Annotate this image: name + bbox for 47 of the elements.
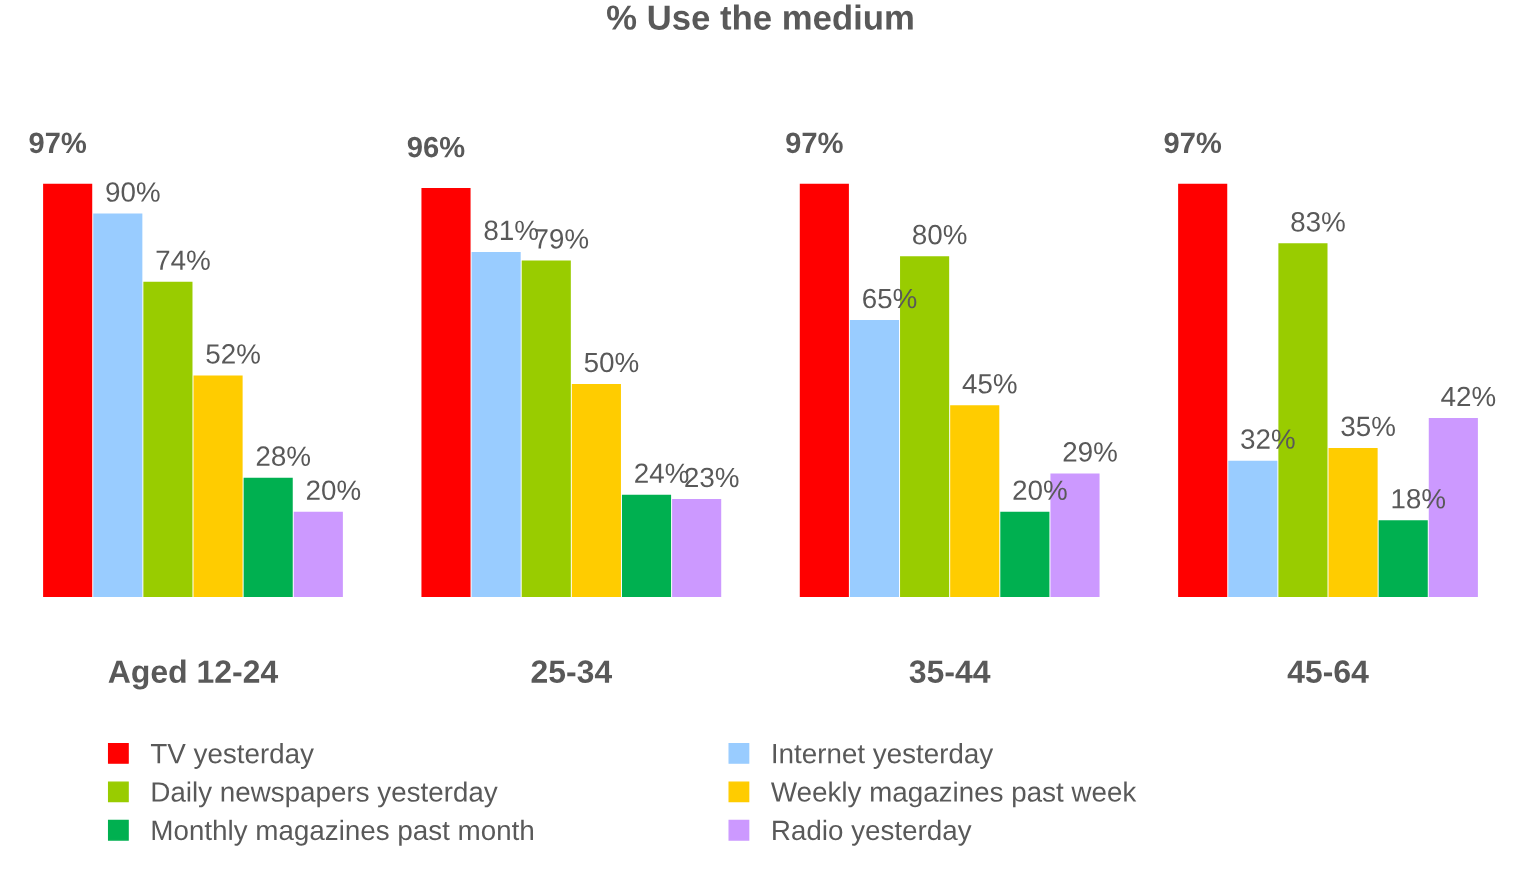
- bar: [950, 405, 1000, 597]
- data-label: 90%: [106, 182, 160, 202]
- data-label: 52%: [206, 344, 260, 364]
- data-label: 45%: [962, 374, 1017, 394]
- data-label: 20%: [306, 480, 361, 501]
- bar: [43, 183, 93, 597]
- bar: [193, 375, 243, 597]
- data-label: 97%: [29, 132, 87, 154]
- data-label: 42%: [1441, 386, 1496, 407]
- legend-label: Internet yesterday: [773, 743, 994, 769]
- x-tick-label: 35-44: [909, 660, 991, 684]
- data-label: 29%: [1063, 442, 1117, 462]
- data-label: 96%: [407, 136, 465, 158]
- bar: [849, 320, 900, 597]
- bar: [293, 511, 343, 597]
- data-label: 35%: [1341, 416, 1395, 437]
- bar: [799, 183, 849, 597]
- bar: [672, 499, 722, 597]
- legend-label: Daily newspapers yesterday: [152, 781, 498, 808]
- data-label: 50%: [584, 352, 639, 373]
- bar: [243, 477, 293, 597]
- bar: [471, 251, 521, 597]
- bar: [143, 281, 193, 597]
- bar: [1000, 511, 1050, 597]
- data-label: 80%: [913, 224, 967, 245]
- x-tick-label: Aged 12-24: [108, 659, 279, 690]
- bar: [421, 187, 471, 597]
- data-label: 28%: [256, 446, 311, 467]
- data-label: 83%: [1291, 212, 1345, 232]
- bar: [1378, 520, 1428, 597]
- data-label: 97%: [786, 132, 843, 154]
- bar: [1328, 447, 1378, 597]
- bar: [521, 260, 571, 597]
- legend-label: TV yesterday: [150, 743, 314, 769]
- bar: [1228, 460, 1278, 597]
- bar: [571, 383, 621, 597]
- data-label: 74%: [156, 250, 210, 270]
- data-label: 97%: [1164, 132, 1222, 154]
- x-tick-label: 25-34: [531, 660, 613, 684]
- legend-label: Monthly magazines past month: [152, 819, 533, 846]
- legend-label: Radio yesterday: [773, 819, 972, 846]
- legend-label: Weekly magazines past week: [770, 781, 1137, 808]
- bar: [621, 494, 672, 597]
- bar: [1178, 183, 1228, 597]
- chart-title: % Use the medium: [607, 4, 913, 30]
- bar: [93, 213, 143, 597]
- x-tick-label: 45-64: [1287, 660, 1369, 683]
